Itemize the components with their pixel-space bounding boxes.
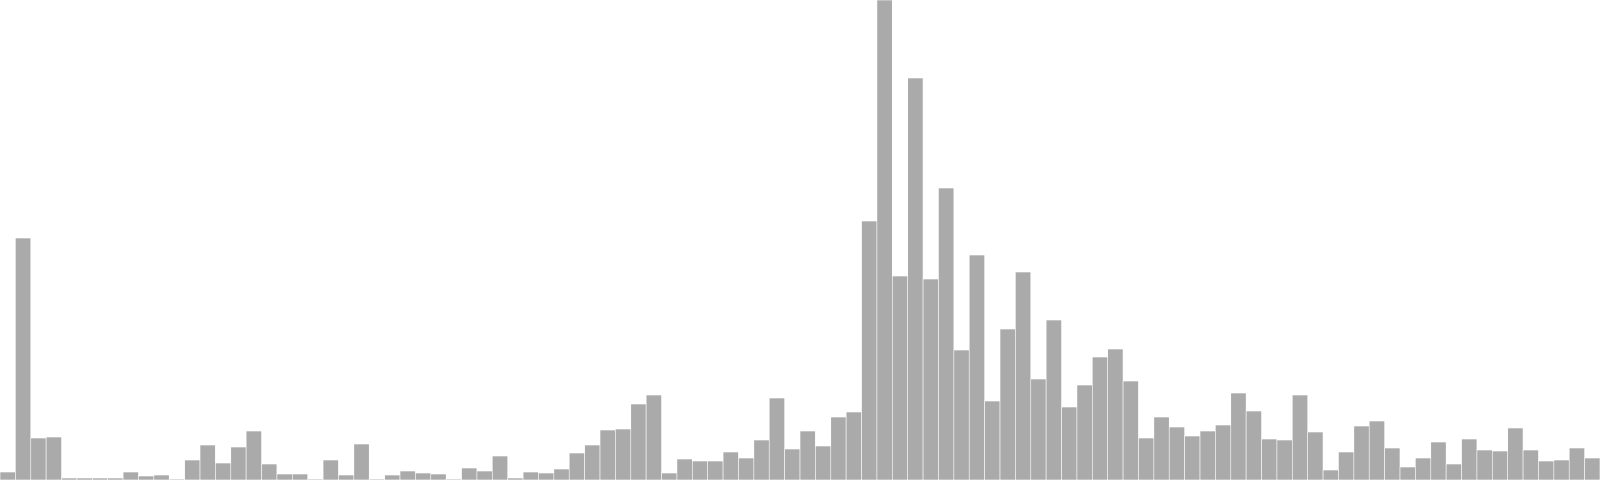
bar-95	[1461, 438, 1478, 480]
bar-27	[415, 472, 432, 480]
bar-39	[599, 429, 616, 480]
bar-80	[1230, 392, 1247, 480]
bar-47	[722, 451, 739, 480]
bar-94	[1445, 463, 1462, 480]
bar-36	[553, 468, 570, 480]
bar-18	[276, 473, 293, 480]
bar-66	[1015, 271, 1032, 480]
bar-44	[676, 458, 693, 480]
bar-73	[1122, 380, 1139, 480]
bar-63	[968, 254, 985, 480]
bar-71	[1092, 356, 1108, 480]
bar-34	[522, 471, 539, 480]
bar-0	[0, 471, 16, 480]
bar-68	[1045, 319, 1062, 480]
bar-42	[645, 394, 662, 480]
bar-58	[892, 275, 908, 480]
bar-99	[1522, 449, 1539, 480]
bar-30	[461, 467, 478, 480]
bar-62	[953, 349, 970, 480]
bar-86	[1322, 469, 1339, 480]
bar-103	[1584, 457, 1600, 480]
bar-52	[799, 430, 816, 480]
bar-59	[907, 77, 924, 480]
bar-84	[1292, 394, 1308, 480]
bar-102	[1568, 447, 1585, 480]
bar-65	[999, 328, 1016, 480]
bar-28	[430, 473, 447, 480]
bar-53	[815, 445, 832, 480]
bar-19	[292, 473, 308, 480]
bar-98	[1507, 427, 1524, 480]
bar-2	[30, 437, 47, 480]
bar-41	[630, 403, 647, 480]
bar-67	[1030, 378, 1047, 480]
bar-101	[1553, 459, 1570, 480]
bar-97	[1492, 450, 1508, 480]
bar-51	[784, 448, 801, 480]
bar-1	[15, 237, 32, 480]
bar-56	[861, 220, 878, 480]
bar-48	[738, 457, 755, 480]
bar-89	[1368, 420, 1385, 480]
bar-60	[922, 278, 939, 480]
bar-54	[830, 416, 847, 480]
bar-21	[322, 459, 339, 480]
bar-76	[1168, 426, 1185, 480]
bar-50	[768, 397, 785, 480]
bar-64	[984, 400, 1001, 480]
bar-55	[845, 411, 862, 480]
bar-85	[1307, 431, 1324, 480]
bar-88	[1353, 425, 1370, 480]
bar-10	[153, 474, 170, 480]
bar-75	[1153, 416, 1170, 480]
bar-43	[661, 472, 678, 480]
bar-100	[1538, 460, 1555, 480]
bar-57	[876, 0, 893, 480]
bar-8	[122, 471, 139, 480]
bar-40	[615, 428, 632, 480]
bar-32	[492, 455, 508, 480]
bar-92	[1415, 457, 1432, 480]
bar-91	[1399, 466, 1416, 480]
bar-22	[338, 474, 355, 480]
bar-74	[1138, 437, 1155, 480]
bar-61	[938, 187, 955, 480]
bar-83	[1276, 439, 1293, 480]
bar-3	[45, 436, 62, 480]
bar-14	[215, 462, 232, 480]
bar-25	[384, 474, 401, 480]
bar-96	[1476, 449, 1493, 480]
bar-45	[692, 460, 708, 480]
bar-70	[1076, 384, 1093, 480]
bar-35	[538, 472, 555, 480]
bar-23	[353, 443, 370, 480]
bar-79	[1215, 424, 1232, 480]
bar-69	[1061, 406, 1078, 480]
bar-46	[707, 460, 724, 480]
bar-81	[1245, 410, 1262, 480]
bar-78	[1199, 430, 1216, 480]
bar-87	[1338, 451, 1355, 480]
bar-26	[399, 470, 416, 480]
bar-90	[1384, 447, 1401, 480]
bar-15	[230, 446, 247, 480]
bar-17	[261, 463, 278, 480]
bar-72	[1107, 348, 1124, 480]
bar-31	[476, 470, 493, 480]
bar-37	[568, 452, 585, 480]
bar-49	[753, 439, 770, 480]
bar-38	[584, 444, 601, 480]
bar-16	[245, 430, 262, 480]
bar-93	[1430, 441, 1447, 480]
bar-13	[199, 444, 216, 480]
bar-9	[138, 475, 155, 480]
bar-12	[184, 459, 201, 480]
bar-82	[1261, 438, 1278, 480]
bar-77	[1184, 435, 1201, 480]
